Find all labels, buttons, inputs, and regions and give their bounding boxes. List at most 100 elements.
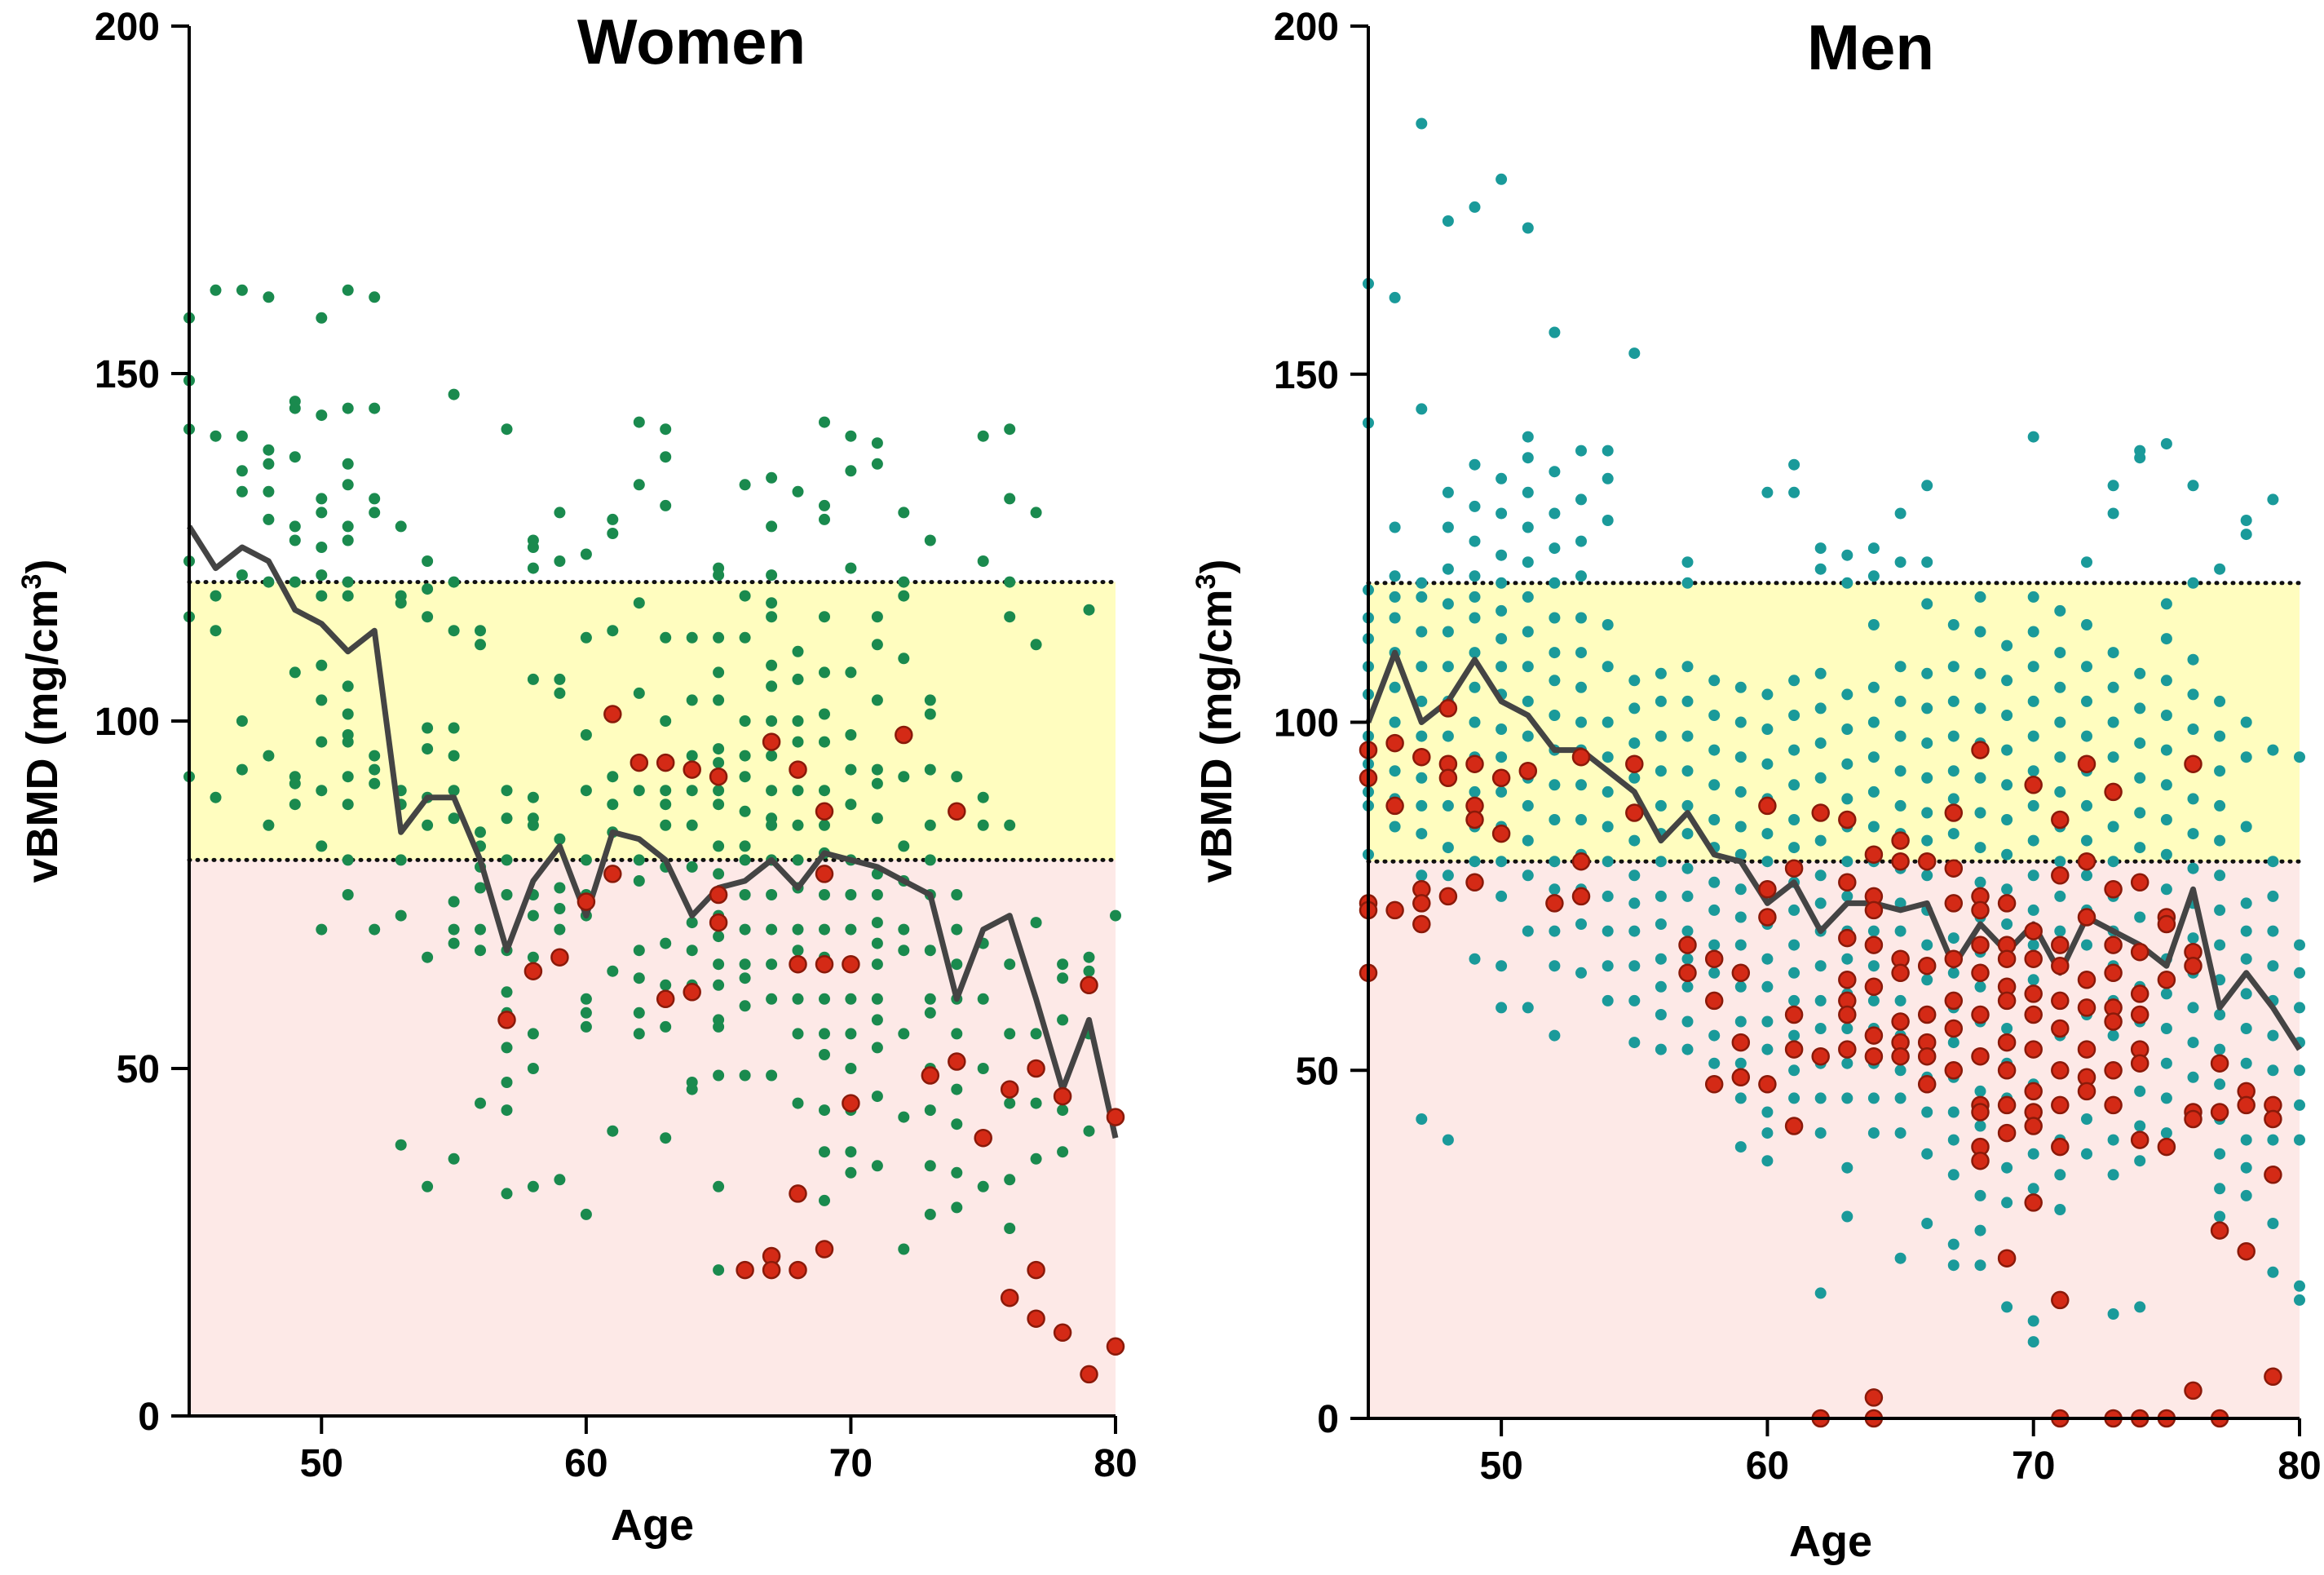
women-normal-point [1004, 1097, 1016, 1109]
men-normal-point [1522, 695, 1534, 707]
men-normal-point [1947, 695, 1959, 707]
men-normal-point [1788, 842, 1800, 854]
women-normal-point [263, 444, 275, 456]
men-normal-point [1602, 661, 1614, 673]
women-normal-point [871, 1014, 883, 1026]
men-normal-point [1788, 458, 1800, 471]
men-normal-point [2054, 604, 2066, 617]
women-normal-point [739, 479, 751, 491]
men-fracture-point [1971, 900, 1990, 920]
men-normal-point [1681, 953, 1694, 965]
men-normal-point [1814, 702, 1827, 715]
men-normal-point [1974, 842, 1986, 854]
women-fracture-point [1106, 1108, 1125, 1126]
men-fracture-point [2104, 1095, 2123, 1115]
men-fracture-point [2051, 1095, 2070, 1115]
men-normal-point [2240, 897, 2252, 909]
men-fracture-point [1971, 936, 1990, 954]
women-normal-point [475, 945, 486, 957]
men-normal-point [2294, 1280, 2305, 1292]
women-normal-point [580, 1020, 592, 1033]
men-normal-point [1761, 828, 1774, 840]
men-normal-point [1442, 730, 1454, 742]
women-normal-point [845, 1028, 857, 1040]
men-normal-point [1522, 626, 1534, 638]
women-normal-point [951, 958, 963, 971]
men-normal-point [1947, 967, 1959, 979]
men-normal-point [1469, 591, 1481, 603]
women-normal-point [210, 791, 222, 803]
men-fracture-point [1997, 1123, 2017, 1143]
men-normal-point [2214, 695, 2226, 707]
women-normal-point [924, 763, 936, 776]
women-normal-point [977, 819, 989, 831]
women-normal-point [580, 548, 592, 560]
men-normal-point [1655, 980, 1667, 993]
women-normal-point [713, 868, 725, 880]
women-normal-point [369, 493, 381, 505]
men-normal-point [1522, 1002, 1534, 1014]
men-x-axis-title: Age [1789, 1517, 1872, 1566]
men-normal-point [1522, 799, 1534, 812]
men-fracture-point [1971, 1046, 1990, 1066]
women-normal-point [686, 785, 698, 797]
women-normal-point [871, 958, 883, 971]
men-normal-point [1734, 716, 1747, 728]
men-normal-point [2134, 667, 2146, 679]
women-normal-point [766, 680, 778, 692]
men-fracture-point [2184, 1381, 2202, 1400]
men-normal-point [1947, 661, 1959, 673]
women-normal-point [448, 1152, 460, 1165]
men-fracture-point [1385, 796, 1404, 816]
men-fracture-point [1944, 803, 1964, 822]
women-normal-point [475, 1097, 486, 1109]
women-normal-point [633, 875, 645, 887]
men-normal-point [2240, 1189, 2252, 1201]
women-normal-point [819, 819, 830, 831]
men-y-axis-title: vBMD (mg/cm3) [1191, 560, 1241, 883]
women-normal-point [792, 1097, 804, 1109]
men-fracture-point [1811, 803, 1830, 822]
men-normal-point [1894, 695, 1906, 707]
men-normal-point [1867, 960, 1880, 972]
men-normal-point [1788, 675, 1800, 687]
men-fracture-point [2264, 1367, 2282, 1387]
men-normal-point [2054, 647, 2066, 659]
men-normal-point [2054, 925, 2066, 937]
women-normal-point [316, 409, 328, 422]
women-normal-point [686, 750, 698, 762]
men-normal-point [2081, 799, 2092, 812]
women-normal-point [395, 854, 407, 866]
men-fracture-point [1758, 880, 1777, 899]
men-normal-point [2027, 765, 2039, 777]
women-fracture-point [683, 983, 701, 1002]
women-normal-point [1030, 1097, 1042, 1109]
women-normal-point [210, 430, 222, 442]
women-normal-point [554, 923, 566, 936]
men-normal-point [1761, 980, 1774, 993]
women-normal-point [1083, 951, 1095, 963]
women-normal-point [316, 659, 328, 671]
men-normal-point [1814, 1092, 1827, 1104]
men-fracture-point [1438, 699, 1458, 718]
women-fracture-point [1053, 1086, 1072, 1106]
men-normal-point [2134, 452, 2146, 464]
women-normal-point [1083, 604, 1095, 616]
women-normal-point [766, 611, 778, 623]
men-fracture-point [1758, 796, 1777, 816]
men-normal-point [1522, 431, 1534, 443]
men-fracture-point [2024, 1040, 2043, 1059]
men-fracture-point [2051, 1290, 2070, 1310]
men-normal-point [1655, 799, 1667, 812]
women-fracture-point [1080, 1365, 1098, 1384]
men-normal-point [2214, 563, 2226, 575]
women-fracture-point [789, 1184, 807, 1203]
men-normal-point [1655, 695, 1667, 707]
women-normal-point [898, 923, 910, 936]
men-fracture-point [2024, 922, 2043, 940]
men-fracture-point [1678, 963, 1697, 983]
women-normal-point [871, 889, 883, 900]
men-normal-point [2160, 710, 2172, 721]
men-normal-point [1921, 1218, 1933, 1229]
men-normal-point [1974, 1259, 1986, 1272]
